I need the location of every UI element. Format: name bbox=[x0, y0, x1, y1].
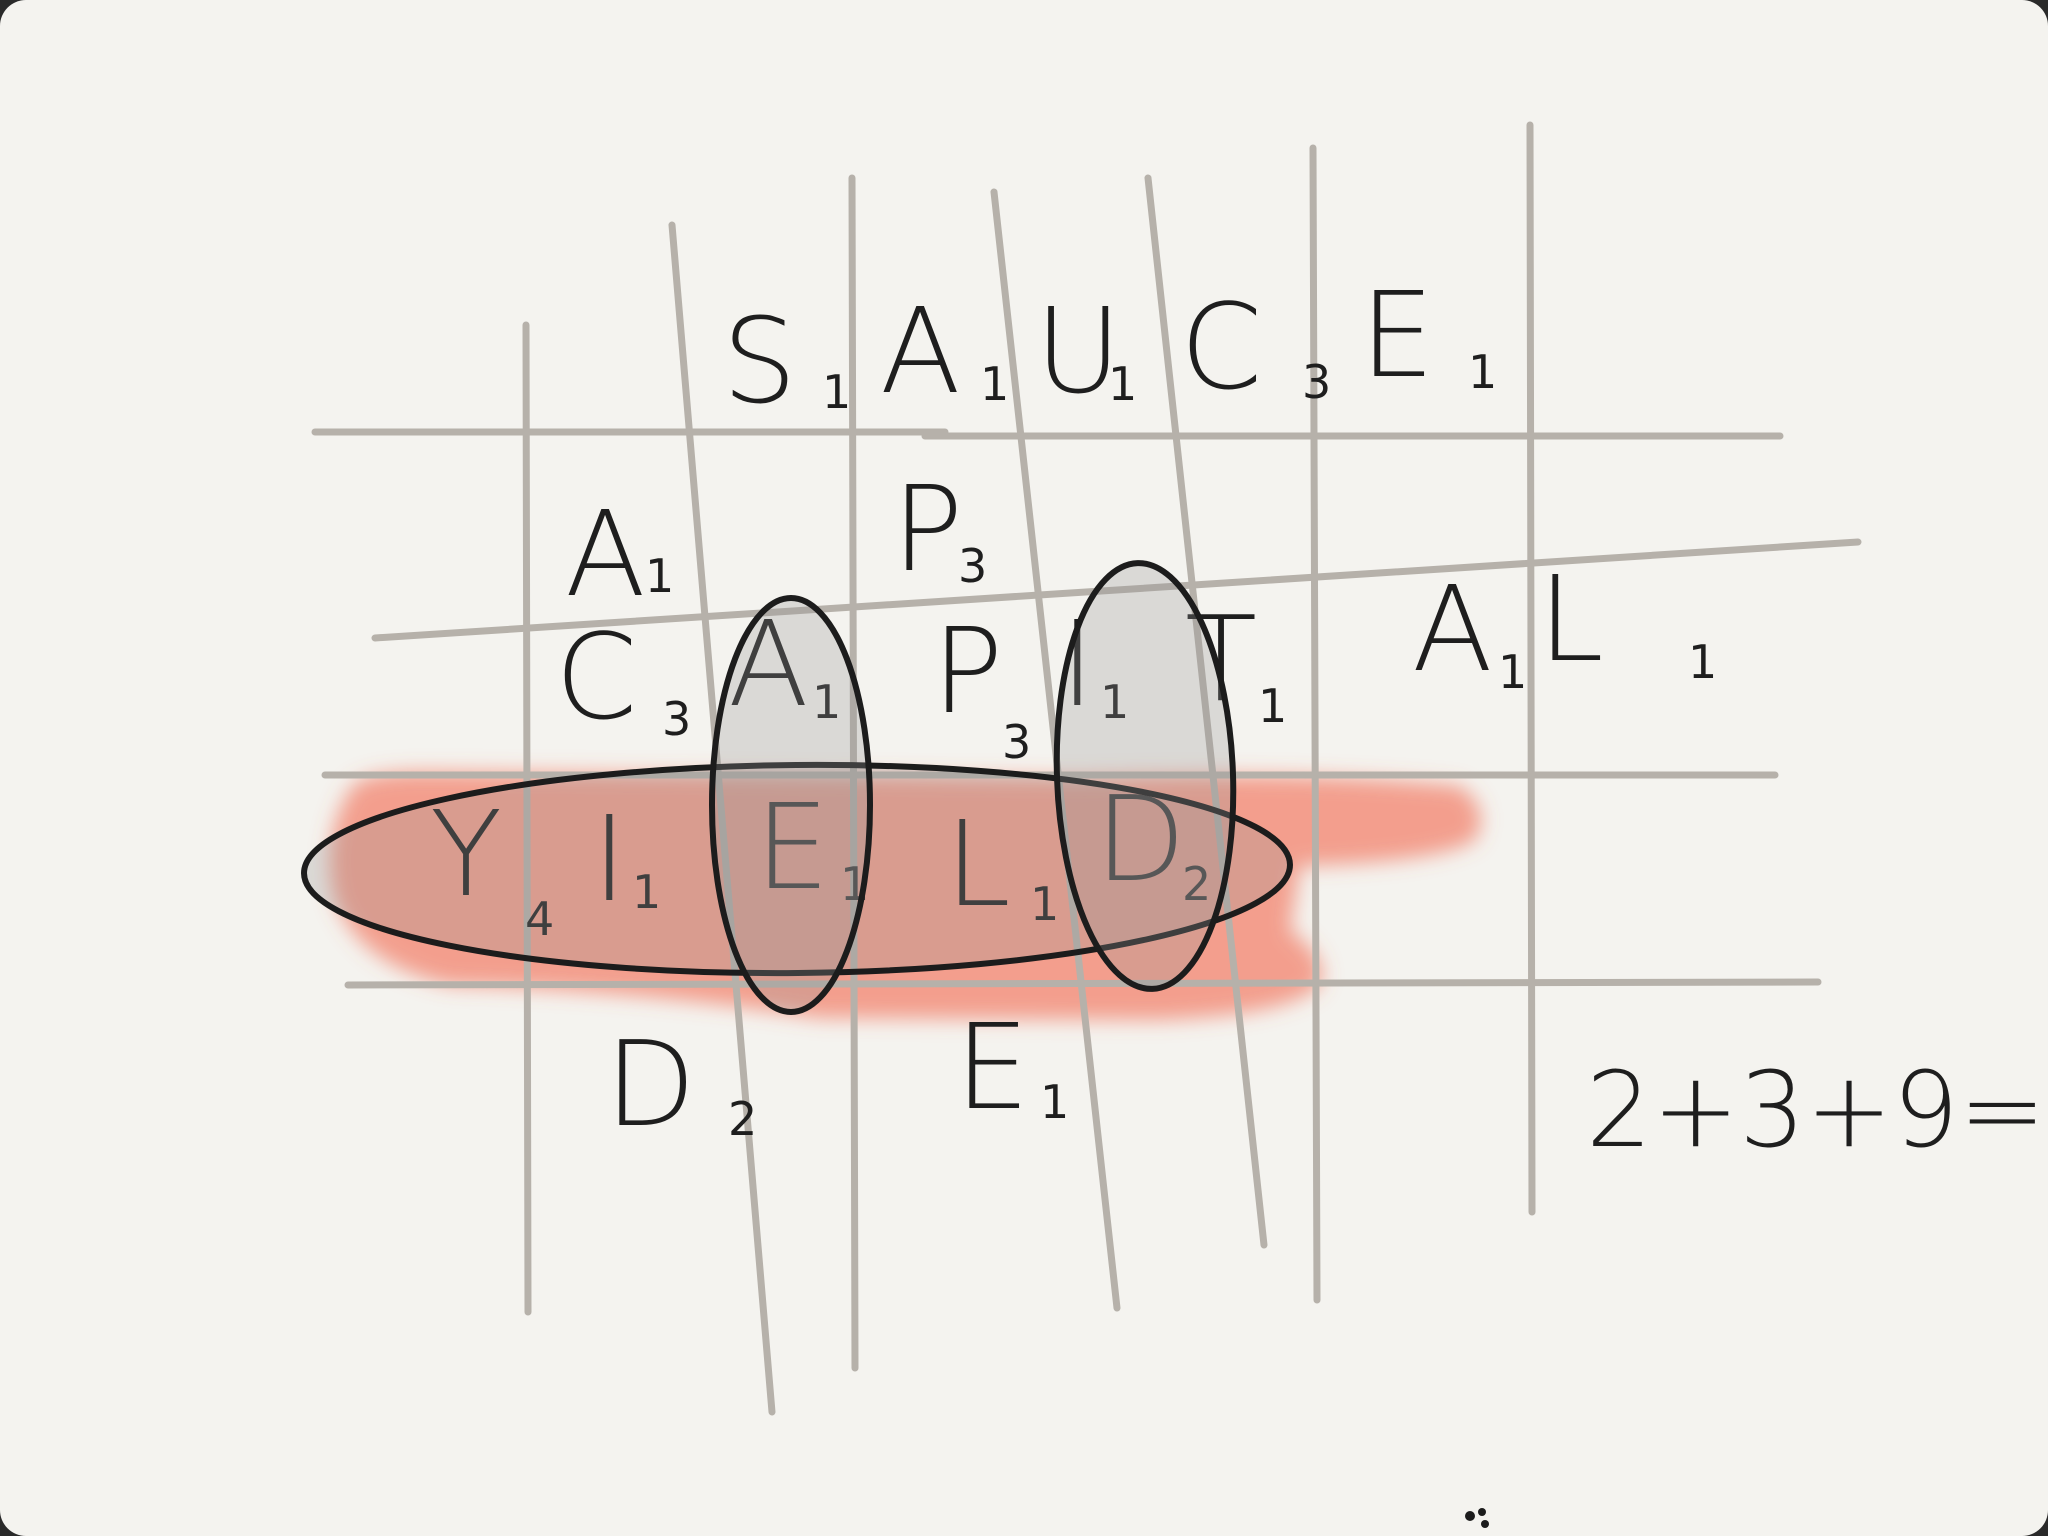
tile-letter: I bbox=[592, 790, 627, 928]
tile-letter: D bbox=[605, 1015, 696, 1153]
score-equation: 2+3+9=14 bbox=[1586, 1049, 2048, 1171]
tile-letter: E bbox=[955, 998, 1030, 1136]
grid-line-v2 bbox=[668, 221, 776, 1416]
letter-tiles: S 1 A 1 U 1 C 3 E 1 A 1 P 3 C 3 A 1 P 3 … bbox=[430, 266, 1717, 1153]
selection-loop-ae bbox=[709, 595, 873, 1015]
tile-score: 1 bbox=[632, 865, 661, 919]
tile-score: 2 bbox=[1182, 857, 1211, 911]
tile-letter: P bbox=[932, 602, 1003, 740]
tile-letter: E bbox=[1360, 266, 1435, 404]
grid-line-v5 bbox=[1144, 174, 1268, 1249]
tile-score: 1 bbox=[1498, 645, 1527, 699]
tile-score: 1 bbox=[1688, 635, 1717, 689]
grid-line-v3 bbox=[848, 174, 859, 1372]
tile-letter: A bbox=[880, 282, 961, 420]
grid-line-v1 bbox=[522, 321, 532, 1316]
tile-score: 1 bbox=[822, 365, 851, 419]
tile-letter: S bbox=[722, 292, 797, 430]
tile-score: 1 bbox=[1108, 357, 1137, 411]
selection-loop-yield bbox=[301, 761, 1293, 977]
tile-score: 1 bbox=[812, 675, 841, 729]
stray-pen-mark bbox=[1465, 1508, 1489, 1528]
grid-line-h2 bbox=[371, 538, 1862, 642]
tile-letter: L bbox=[1538, 550, 1604, 688]
tile-score: 3 bbox=[1302, 355, 1331, 409]
tile-letter: C bbox=[555, 608, 637, 746]
tile-letter: C bbox=[1180, 278, 1262, 416]
tile-score: 1 bbox=[1468, 345, 1497, 399]
tile-letter: E bbox=[755, 778, 830, 916]
tile-score: 3 bbox=[958, 539, 987, 593]
tile-letter: L bbox=[945, 795, 1011, 933]
tile-score: 1 bbox=[1258, 679, 1287, 733]
grid-line-v7 bbox=[1526, 121, 1536, 1216]
tile-score: 1 bbox=[1040, 1075, 1069, 1129]
tile-score: 1 bbox=[980, 357, 1009, 411]
grid-line-v6 bbox=[1309, 144, 1321, 1304]
tile-score: 1 bbox=[645, 549, 674, 603]
tile-score: 4 bbox=[525, 892, 554, 946]
tile-letter: Y bbox=[430, 785, 502, 923]
tile-letter: A bbox=[1412, 560, 1493, 698]
word-selections bbox=[301, 560, 1293, 1015]
tile-letter: P bbox=[892, 460, 963, 598]
tile-score: 1 bbox=[1030, 877, 1059, 931]
tile-score: 1 bbox=[1100, 675, 1129, 729]
tile-letter: U bbox=[1035, 282, 1121, 420]
tile-score: 3 bbox=[662, 692, 691, 746]
tile-score: 3 bbox=[1002, 715, 1031, 769]
tile-letter: A bbox=[728, 595, 809, 733]
tile-score: 2 bbox=[728, 1092, 757, 1146]
selection-loop-id bbox=[1053, 560, 1237, 992]
tile-letter: A bbox=[565, 485, 646, 623]
